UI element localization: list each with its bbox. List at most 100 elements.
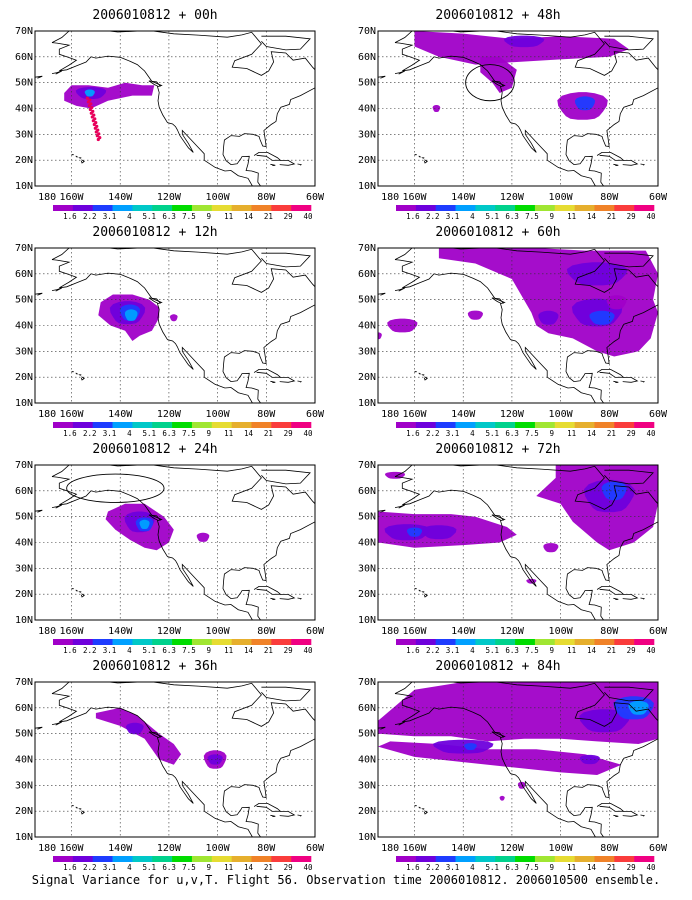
coastline [640,814,645,817]
colorbar-swatch [53,639,74,645]
colorbar-label: 1.6 [406,212,420,221]
colorbar-swatch [211,639,232,645]
colorbar-swatch [574,639,595,645]
latitude-label: 30N [15,563,33,574]
latitude-label: 70N [15,26,33,37]
colorbar-swatch [634,856,655,862]
colorbar-label: 5.1 [142,863,156,872]
coastline [596,152,625,161]
colorbar-swatch [475,205,496,211]
latitude-label: 70N [358,460,376,471]
latitude-label: 50N [358,729,376,740]
colorbar-swatch [534,205,556,211]
colorbar-label: 14 [244,212,254,221]
colorbar-swatch [53,422,74,428]
colorbar-label: 1.6 [406,863,420,872]
coastline [394,31,658,186]
colorbar-label: 9 [550,429,555,438]
colorbar-swatch [475,422,496,428]
coastline [261,469,311,485]
coastline [596,803,625,812]
colorbar-label: 1.6 [63,212,77,221]
colorbar-swatch [152,639,173,645]
colorbar-label: 3.1 [446,646,460,655]
coastline [596,369,625,378]
colorbar-swatch [495,422,516,428]
colorbar-label: 14 [587,429,597,438]
colorbar-label: 7.5 [525,429,539,438]
colorbar-label: 4 [127,212,132,221]
coastline [613,380,619,383]
colorbar-label: 29 [627,863,636,872]
coastline [421,591,425,593]
colorbar-swatch [132,205,153,211]
colorbar-label: 4 [470,429,475,438]
colorbar-label: 9 [207,646,212,655]
colorbar-label: 21 [264,212,273,221]
coastline [421,374,425,376]
longitude-label: 60W [649,843,668,854]
colorbar-swatch [211,205,232,211]
latitude-label: 60N [358,269,376,280]
coastline [297,163,302,166]
longitude-label: 120W [157,626,182,637]
figure-caption: Signal Variance for u,v,T. Flight 56. Ob… [31,873,661,887]
coastline [297,814,302,817]
colorbar-swatch [634,639,655,645]
coastline [418,372,422,375]
colorbar-swatch [415,639,436,645]
coastline [622,811,639,817]
longitude-label: 140W [108,843,133,854]
colorbar-label: 9 [550,646,555,655]
coastline [51,287,62,292]
colorbar-label: 3.1 [103,212,117,221]
coastline [394,248,658,403]
flight-track-point [87,104,91,108]
colorbar-label: 21 [264,863,273,872]
colorbar-label: 5.1 [142,646,156,655]
colorbar-swatch [112,205,133,211]
colorbar-label: 40 [647,863,657,872]
longitude-label: 180 [381,843,399,854]
coastline [394,682,658,837]
latitude-label: 20N [358,155,376,166]
coastline [80,376,85,381]
latitude-label: 10N [358,398,376,409]
colorbar-swatch [172,639,193,645]
longitude-label: 80W [257,843,276,854]
variance-contour [124,309,138,321]
colorbar-label: 2.2 [83,646,97,655]
latitude-label: 40N [15,755,33,766]
colorbar-swatch [211,856,232,862]
colorbar-label: 3.1 [103,863,117,872]
longitude-label: 140W [108,409,133,420]
colorbar-swatch [495,205,516,211]
coastline [423,593,428,598]
coastline [394,693,597,837]
panel-title: 2006010812 + 48h [435,8,561,23]
colorbar-label: 1.6 [406,646,420,655]
colorbar-label: 3.1 [446,863,460,872]
longitude-label: 100W [206,843,231,854]
coastline [613,814,619,817]
variance-contour [538,310,559,325]
colorbar-label: 40 [304,429,314,438]
colorbar-label: 14 [587,212,597,221]
latitude-label: 50N [358,512,376,523]
coastline [75,155,79,158]
variance-contour [574,96,596,111]
colorbar-swatch [231,205,252,211]
colorbar-swatch [132,639,153,645]
variance-contour [421,525,457,540]
colorbar-swatch [72,856,93,862]
colorbar-swatch [634,205,655,211]
latitude-label: 20N [358,806,376,817]
colorbar-label: 9 [207,863,212,872]
coastline [491,80,504,87]
colorbar-swatch [515,422,536,428]
colorbar-swatch [614,205,635,211]
latitude-label: 10N [15,181,33,192]
colorbar-swatch [574,205,595,211]
longitude-label: 180 [38,192,56,203]
coastline [78,374,82,376]
